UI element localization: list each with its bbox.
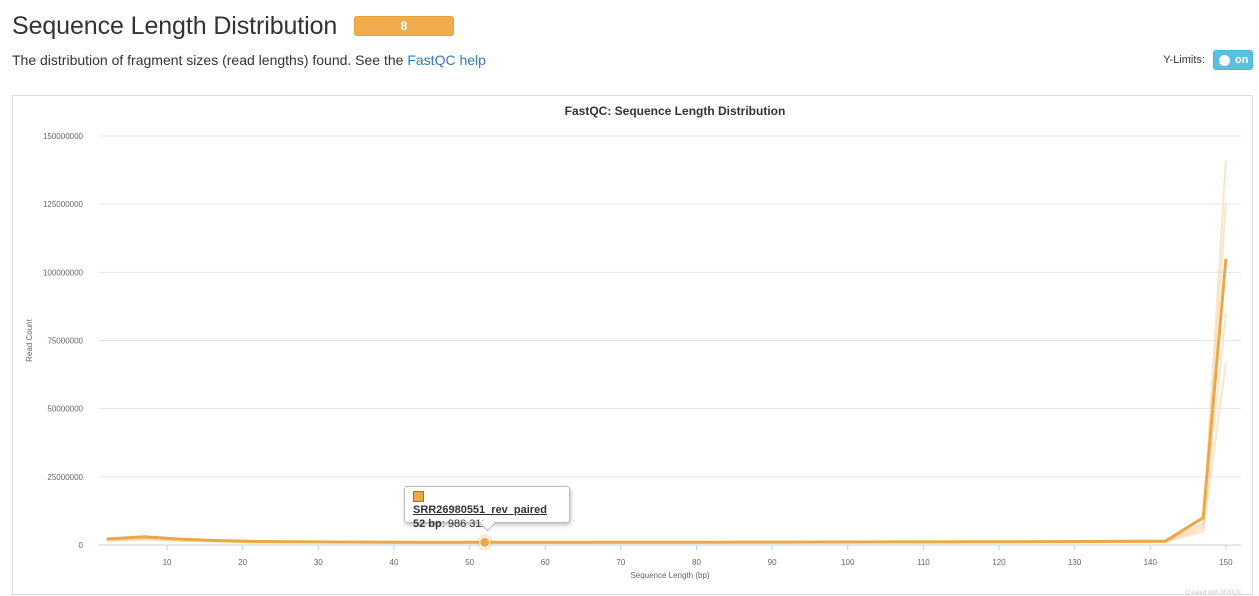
credit-text: Created with MultiQC <box>1184 590 1242 596</box>
tooltip-value-row: 52 bp: 986 311 <box>413 518 487 530</box>
series-line <box>106 362 1227 544</box>
x-tick-label: 120 <box>992 558 1006 567</box>
y-tick-label: 0 <box>79 541 84 550</box>
section-description: The distribution of fragment sizes (read… <box>12 52 486 68</box>
series-line-highlighted <box>106 258 1228 544</box>
y-tick-label: 150000000 <box>43 132 84 141</box>
y-tick-label: 125000000 <box>43 200 84 209</box>
tooltip-value: 986 311 <box>447 518 487 530</box>
x-tick-label: 50 <box>465 558 474 567</box>
hover-point <box>479 536 491 548</box>
ylimits-toggle[interactable]: on <box>1213 50 1253 70</box>
x-tick-label: 40 <box>390 558 399 567</box>
series-swatch-icon <box>413 491 424 502</box>
line-chart[interactable]: FastQC: Sequence Length Distribution 0 250… <box>13 96 1254 596</box>
title-row: Sequence Length Distribution <box>12 9 337 43</box>
y-tick-label: 25000000 <box>47 473 83 482</box>
x-tick-label: 110 <box>917 558 930 567</box>
x-tick-label: 80 <box>692 558 701 567</box>
y-tick-label: 100000000 <box>43 268 84 277</box>
y-tick-label: 50000000 <box>47 405 83 414</box>
toggle-knob-icon <box>1219 54 1230 66</box>
y-axis-title: Read Count <box>25 318 34 361</box>
description-text: The distribution of fragment sizes (read… <box>12 52 404 68</box>
series-line <box>106 313 1227 544</box>
x-tick-label: 10 <box>163 558 172 567</box>
tooltip-x-label: 52 bp <box>413 518 442 530</box>
tooltip-sample-row: SRR26980551_rev_paired <box>413 491 561 516</box>
toggle-state-label: on <box>1235 54 1249 66</box>
tooltip-sample-name: SRR26980551_rev_paired <box>413 504 547 516</box>
series-line <box>106 160 1227 544</box>
x-tick-label: 70 <box>616 558 625 567</box>
y-tick-label: 75000000 <box>47 337 83 346</box>
ylimits-label: Y-Limits: <box>1163 54 1205 66</box>
x-tick-label: 90 <box>768 558 777 567</box>
hover-tooltip: SRR26980551_rev_paired 52 bp: 986 311 <box>404 486 570 530</box>
sample-count-badge[interactable]: 8 <box>354 16 454 36</box>
x-tick-label: 20 <box>238 558 247 567</box>
x-tick-label: 30 <box>314 558 323 567</box>
x-tick-label: 130 <box>1068 558 1082 567</box>
chart-title: FastQC: Sequence Length Distribution <box>565 104 786 118</box>
x-axis-title: Sequence Length (bp) <box>630 571 710 580</box>
ylimits-control: Y-Limits: on <box>1163 50 1253 70</box>
x-tick-label: 100 <box>841 558 855 567</box>
x-tick-label: 60 <box>541 558 550 567</box>
plot-container: FastQC: Sequence Length Distribution 0 250… <box>12 95 1254 596</box>
page-title: Sequence Length Distribution <box>12 11 338 40</box>
fastqc-help-link[interactable]: FastQC help <box>407 52 486 68</box>
x-tick-label: 150 <box>1219 558 1233 567</box>
x-tick-label: 140 <box>1144 558 1158 567</box>
series-line <box>106 204 1227 544</box>
